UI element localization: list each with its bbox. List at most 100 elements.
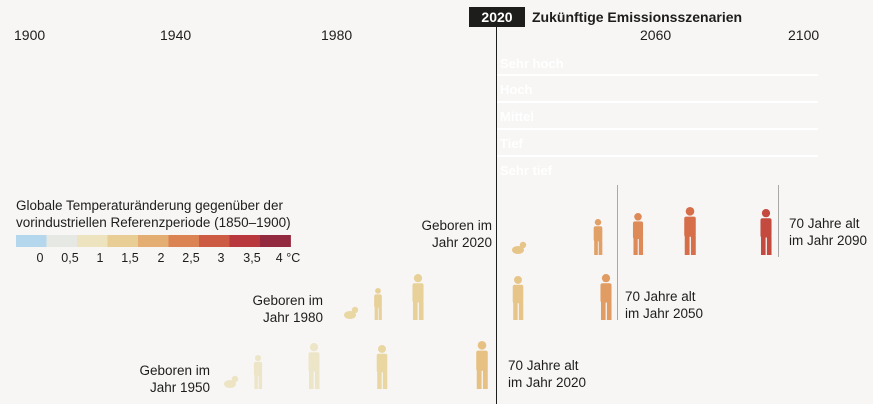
- person-head: [601, 274, 611, 283]
- born-line: Geboren im: [252, 293, 323, 308]
- baby-silhouette-icon: [224, 375, 239, 388]
- cohort-2020-age-label: 70 Jahre alt im Jahr 2090: [789, 215, 867, 249]
- person-silhouette-icon: [632, 213, 644, 255]
- person-silhouette-icon: [512, 276, 524, 320]
- person-leg: [598, 240, 603, 255]
- current-year-tag: 2020: [469, 7, 525, 27]
- cohort-1980-born-label: Geboren im Jahr 1980: [252, 292, 323, 326]
- age-line: im Jahr 2090: [789, 233, 868, 248]
- person-silhouette-icon: [374, 288, 382, 320]
- person-silhouette-icon: [308, 343, 320, 389]
- person-leg: [482, 369, 488, 389]
- age-line: im Jahr 2020: [508, 375, 587, 390]
- cohort-lifelines: [224, 207, 772, 389]
- person-torso: [308, 352, 320, 372]
- person-head: [309, 343, 319, 352]
- baby-head: [231, 375, 239, 383]
- person-torso: [412, 283, 424, 303]
- person-leg: [377, 371, 382, 389]
- person-head: [634, 213, 642, 221]
- person-torso: [684, 216, 696, 237]
- baby-silhouette-icon: [344, 306, 359, 319]
- scenario-label-mittel: Mittel: [500, 109, 534, 124]
- legend-tick: 3: [217, 251, 225, 265]
- scenarios-title: Zukünftige Emissionsszenarien: [532, 9, 743, 25]
- person-silhouette-icon: [593, 219, 603, 255]
- person-leg: [684, 235, 690, 255]
- person-leg: [476, 369, 482, 389]
- baby-body: [512, 246, 524, 254]
- scenario-divider: [497, 74, 818, 76]
- warming-stripes: [18, 47, 818, 185]
- baby-body: [224, 380, 236, 388]
- person-head: [594, 219, 602, 226]
- year-tick-1940: 1940: [160, 27, 192, 43]
- person-torso: [632, 221, 644, 240]
- legend-cell: [168, 235, 200, 247]
- baby-head: [519, 241, 527, 249]
- person-leg: [258, 375, 263, 389]
- person-torso: [476, 350, 488, 371]
- year-tick-1980: 1980: [321, 27, 353, 43]
- legend-tick: 4 °C: [275, 251, 301, 265]
- born-line: Jahr 2020: [431, 235, 492, 250]
- person-leg: [412, 301, 418, 320]
- scenario-divider: [497, 101, 818, 103]
- scenario-label-sehr-tief: Sehr tief: [500, 163, 553, 178]
- legend-tick: 3,5: [243, 251, 261, 265]
- person-head: [685, 207, 695, 216]
- person-leg: [760, 236, 766, 255]
- year-tick-1900: 1900: [14, 27, 46, 43]
- baby-head: [351, 306, 359, 314]
- person-silhouette-icon: [684, 207, 696, 255]
- person-head: [378, 345, 386, 353]
- person-torso: [760, 218, 772, 238]
- person-leg: [382, 371, 388, 389]
- person-torso: [593, 226, 603, 242]
- person-leg: [308, 370, 314, 389]
- person-head: [514, 276, 522, 284]
- legend-tick: 0: [36, 251, 44, 265]
- legend-tick: 2: [157, 251, 165, 265]
- legend-cell: [199, 235, 230, 247]
- person-torso: [253, 361, 263, 377]
- born-line: Geboren im: [139, 363, 210, 378]
- scenario-divider: [497, 128, 818, 130]
- person-silhouette-icon: [412, 274, 424, 320]
- legend-cell: [260, 235, 291, 247]
- person-leg: [254, 375, 258, 389]
- person-head: [375, 288, 381, 294]
- person-leg: [314, 370, 320, 389]
- legend-title: Globale Temperaturänderung gegenüber der…: [16, 198, 291, 230]
- person-silhouette-icon: [376, 345, 388, 389]
- cohort-1980-age-label: 70 Jahre alt im Jahr 2050: [625, 288, 703, 322]
- person-leg: [606, 301, 612, 320]
- person-torso: [512, 284, 524, 304]
- legend-tick: 0,5: [61, 251, 79, 265]
- person-silhouette-icon: [253, 355, 263, 389]
- born-line: Jahr 1980: [262, 310, 323, 325]
- baby-silhouette-icon: [512, 241, 527, 254]
- person-leg: [374, 307, 378, 320]
- end-year-guide: [617, 185, 618, 320]
- age-line: 70 Jahre alt: [508, 358, 579, 373]
- cohort-1950-born-label: Geboren im Jahr 1950: [139, 362, 210, 396]
- scenario-divider: [497, 155, 818, 157]
- person-head: [254, 355, 262, 362]
- scenario-label-hoch: Hoch: [500, 82, 533, 97]
- legend-cell: [107, 235, 139, 247]
- person-leg: [690, 235, 696, 255]
- legend-cell: [138, 235, 169, 247]
- legend-cell: [16, 235, 47, 247]
- scenario-label-tief: Tief: [500, 136, 523, 151]
- year-2020-marker-line: [496, 24, 498, 404]
- person-leg: [378, 307, 382, 320]
- person-leg: [513, 302, 518, 320]
- age-line: 70 Jahre alt: [625, 289, 696, 304]
- person-torso: [600, 283, 612, 303]
- age-line: 70 Jahre alt: [789, 216, 860, 231]
- person-leg: [638, 238, 644, 255]
- born-line: Jahr 1950: [149, 380, 210, 395]
- year-tick-2060: 2060: [640, 27, 672, 43]
- person-leg: [594, 240, 598, 255]
